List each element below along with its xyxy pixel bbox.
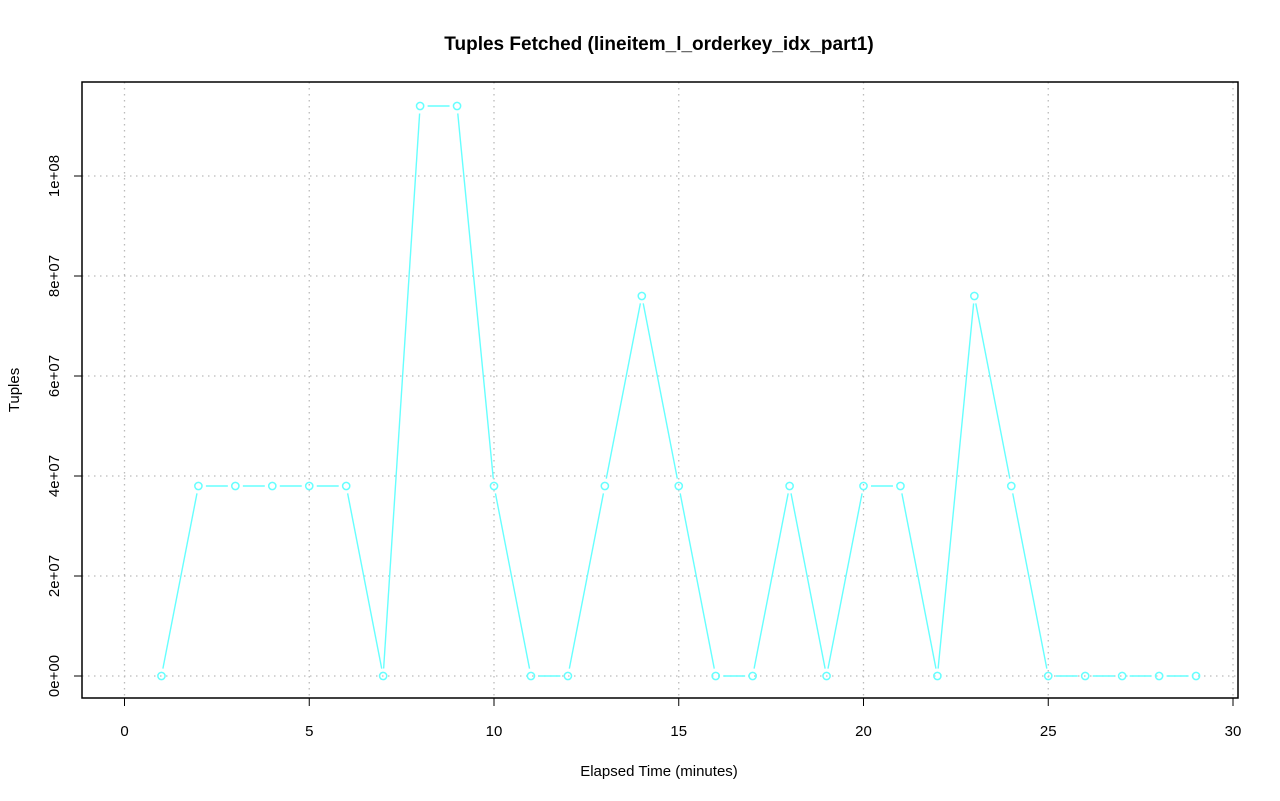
y-axis: 0e+00 2e+07 4e+07 6e+07 8e+07 1e+08 bbox=[46, 155, 82, 697]
line-segment bbox=[790, 493, 826, 669]
y-tick-label: 1e+08 bbox=[46, 155, 63, 197]
line-segment bbox=[568, 493, 605, 669]
data-point bbox=[378, 671, 388, 681]
line-segment bbox=[162, 493, 198, 669]
data-point bbox=[1006, 481, 1016, 491]
data-point bbox=[1117, 671, 1127, 681]
y-tick-label: 4e+07 bbox=[46, 455, 63, 497]
line-segment bbox=[975, 303, 1011, 479]
y-axis-label: Tuples bbox=[6, 368, 23, 412]
data-point bbox=[489, 481, 499, 491]
data-point bbox=[674, 481, 684, 491]
data-point bbox=[1080, 671, 1090, 681]
line-segment bbox=[679, 493, 715, 669]
y-tick-label: 6e+07 bbox=[46, 355, 63, 397]
data-point bbox=[896, 481, 905, 491]
y-tick-label: 2e+07 bbox=[46, 555, 63, 597]
data-point bbox=[304, 481, 314, 491]
data-point bbox=[748, 671, 758, 681]
data-point bbox=[711, 671, 721, 681]
data-point bbox=[1154, 671, 1164, 681]
data-point bbox=[859, 481, 868, 491]
x-tick-label: 25 bbox=[1040, 723, 1057, 740]
x-tick-label: 5 bbox=[305, 723, 313, 740]
x-tick-label: 15 bbox=[670, 723, 687, 740]
y-tick-label: 0e+00 bbox=[46, 655, 63, 697]
chart-title: Tuples Fetched (lineitem_l_orderkey_idx_… bbox=[444, 34, 873, 55]
data-point bbox=[157, 671, 166, 681]
line-segment bbox=[494, 493, 531, 669]
data-point bbox=[267, 481, 277, 491]
data-point bbox=[341, 481, 351, 491]
data-point bbox=[526, 671, 536, 681]
data-point bbox=[415, 101, 425, 111]
data-point bbox=[194, 481, 203, 491]
x-axis-label: Elapsed Time (minutes) bbox=[580, 763, 738, 780]
grid bbox=[82, 82, 1238, 698]
data-point bbox=[563, 671, 573, 681]
x-tick-label: 20 bbox=[855, 723, 872, 740]
plot-frame bbox=[81, 81, 1239, 699]
series-layer bbox=[157, 101, 1201, 681]
data-point bbox=[785, 481, 794, 491]
data-point bbox=[637, 291, 647, 301]
data-point bbox=[600, 481, 610, 491]
x-tick-label: 10 bbox=[486, 723, 503, 740]
line-segment bbox=[901, 493, 937, 669]
line-segment bbox=[827, 493, 863, 669]
data-point bbox=[1191, 671, 1201, 681]
line-segment bbox=[642, 303, 679, 479]
line-segment bbox=[937, 303, 975, 669]
data-point bbox=[1043, 671, 1053, 681]
x-axis: 0 5 10 15 20 25 30 bbox=[120, 698, 1241, 740]
data-point bbox=[231, 481, 240, 491]
x-tick-label: 0 bbox=[120, 723, 128, 740]
data-point bbox=[822, 671, 831, 681]
data-point bbox=[452, 101, 462, 111]
data-point bbox=[970, 291, 979, 301]
line-segment bbox=[346, 493, 383, 669]
line-segment bbox=[1012, 493, 1048, 669]
line-segment bbox=[605, 303, 642, 479]
line-segment bbox=[457, 113, 494, 479]
y-tick-label: 8e+07 bbox=[46, 255, 63, 297]
series-line bbox=[157, 101, 1201, 681]
line-segment bbox=[753, 493, 789, 669]
x-tick-label: 30 bbox=[1225, 723, 1242, 740]
line-segment bbox=[382, 113, 421, 669]
data-point bbox=[933, 671, 942, 681]
